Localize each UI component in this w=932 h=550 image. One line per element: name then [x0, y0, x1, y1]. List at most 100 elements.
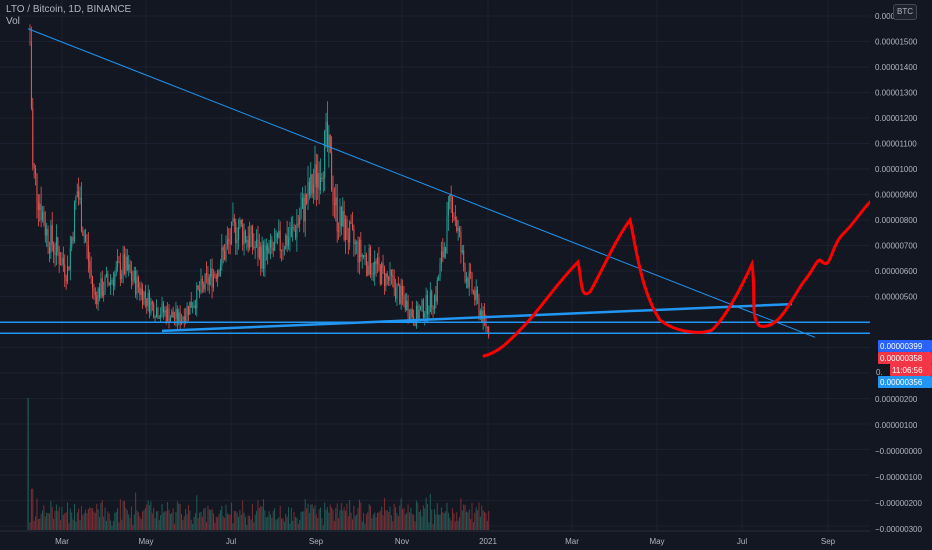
volume-bar	[263, 499, 265, 530]
candle-body	[484, 310, 486, 319]
volume-bar	[293, 511, 295, 530]
candle-body	[440, 251, 442, 264]
candle-body	[217, 270, 219, 279]
candle-body	[368, 247, 370, 275]
candle-body	[377, 257, 378, 265]
candle-body	[382, 263, 384, 268]
candle-body	[349, 221, 351, 243]
candle-body	[65, 276, 67, 282]
volume-bar	[460, 498, 462, 530]
volume-bar	[187, 504, 189, 530]
candle-body	[92, 276, 94, 289]
volume-bar	[260, 505, 262, 530]
volume-bar	[378, 512, 380, 530]
volume-bar	[481, 505, 483, 530]
volume-bar	[342, 510, 344, 530]
volume-bar	[402, 509, 404, 530]
candle-body	[200, 278, 202, 292]
candle-body	[425, 295, 427, 314]
candle-body	[243, 231, 245, 245]
time-tick-label: Jul	[737, 537, 747, 546]
candle-body	[345, 219, 347, 241]
candle-body	[168, 308, 170, 323]
candle-body	[143, 291, 145, 305]
candle-body	[351, 223, 353, 229]
volume-bar	[243, 512, 245, 530]
price-tick-label: 0.00001200	[875, 114, 918, 123]
volume-bar	[467, 512, 469, 530]
volume-bar	[236, 512, 238, 530]
candle-body	[176, 309, 178, 323]
symbol-line: LTO / Bitcoin, 1D, BINANCE	[6, 4, 132, 15]
candle-body	[204, 273, 206, 290]
volume-bar	[459, 517, 461, 530]
price-badge-label: 0.00000399	[880, 342, 923, 351]
candle-body	[119, 262, 121, 280]
volume-bar	[420, 509, 422, 530]
candle-body	[103, 291, 105, 296]
volume-bar	[413, 514, 415, 530]
volume-bar	[99, 517, 100, 530]
volume-bar	[196, 495, 198, 530]
candle-body	[320, 177, 322, 190]
candle-body	[399, 285, 401, 304]
volume-bar	[364, 523, 366, 530]
candle-body	[354, 242, 356, 245]
candle-body	[278, 230, 280, 238]
candle-body	[429, 291, 431, 313]
volume-bar	[85, 509, 87, 530]
candle-body	[457, 227, 459, 231]
volume-bar	[51, 506, 53, 530]
volume-bar	[162, 512, 164, 530]
volume-bar	[279, 505, 281, 530]
candle-body	[108, 282, 110, 286]
price-axis	[870, 0, 932, 550]
volume-bar	[50, 500, 52, 530]
candle-body	[164, 310, 166, 313]
candle-body	[353, 228, 355, 245]
price-badge	[878, 352, 932, 364]
volume-bar	[421, 516, 423, 530]
volume-bar	[396, 513, 398, 530]
candle-body	[146, 298, 148, 307]
candle-body	[307, 181, 309, 204]
candle-body	[269, 239, 271, 248]
volume-bar	[244, 516, 246, 530]
volume-bar	[69, 508, 71, 530]
candle-body	[364, 254, 366, 257]
candle-body	[51, 225, 53, 245]
volume-bar	[206, 522, 208, 530]
candle-body	[420, 306, 422, 311]
volume-bar	[76, 512, 78, 530]
volume-bar	[301, 511, 303, 530]
candle-body	[153, 304, 155, 318]
candle-body	[254, 246, 256, 248]
volume-bar	[368, 504, 370, 530]
volume-bar	[392, 521, 394, 530]
candle-body	[268, 247, 270, 254]
volume-bar	[62, 514, 64, 530]
candle-body	[61, 258, 63, 266]
volume-bar	[79, 520, 81, 530]
volume-bar	[118, 522, 120, 530]
volume-bar	[73, 504, 75, 530]
candle-body	[39, 204, 41, 211]
candle-body	[303, 197, 305, 222]
candle-body	[171, 311, 173, 318]
volume-bar	[247, 515, 249, 530]
volume-bar	[121, 519, 123, 530]
candle-body	[263, 244, 265, 269]
candle-body	[422, 300, 424, 318]
candle-body	[247, 240, 249, 248]
candle-body	[100, 278, 102, 299]
candle-body	[459, 227, 461, 233]
currency-button[interactable]: BTC	[893, 4, 917, 20]
volume-tick-label: −0.00000100	[875, 473, 922, 482]
price-badge-label: 11:06:56	[892, 366, 923, 375]
candle-body	[335, 197, 337, 206]
volume-bar	[136, 510, 138, 530]
candle-body	[37, 201, 39, 211]
candle-body	[461, 250, 463, 253]
